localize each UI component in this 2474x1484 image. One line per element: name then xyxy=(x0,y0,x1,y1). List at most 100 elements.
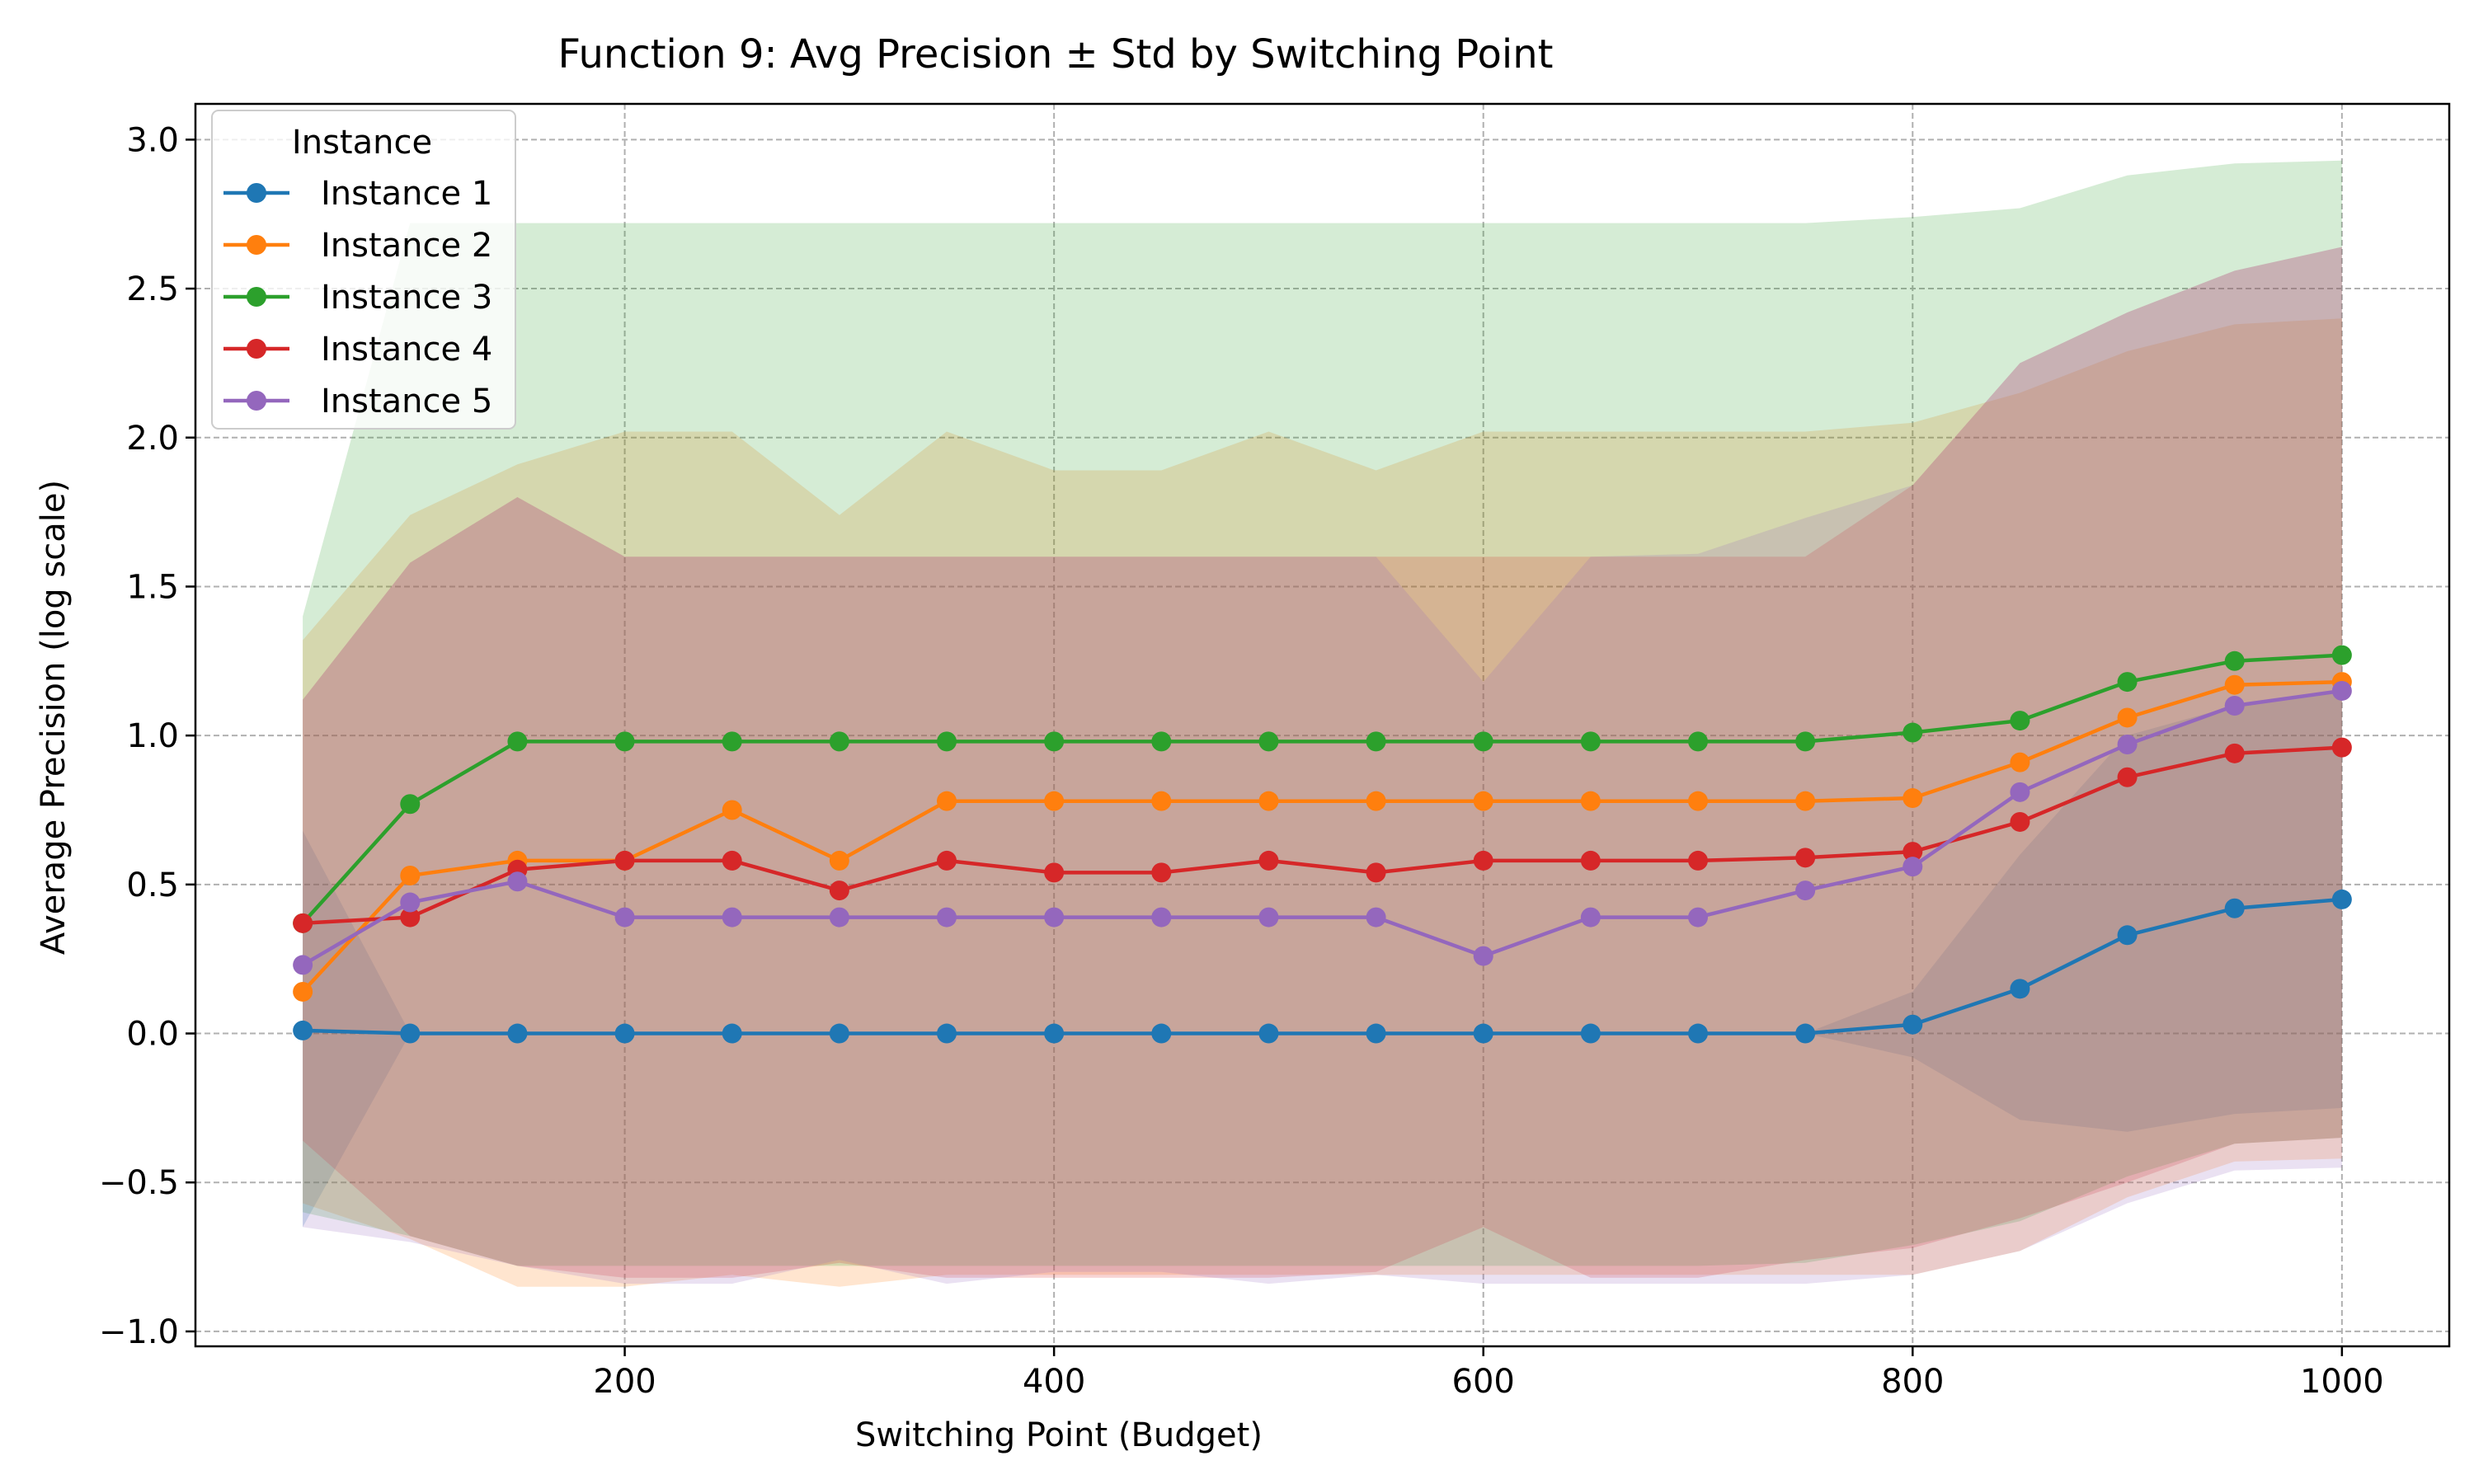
series-5-point xyxy=(2117,734,2138,754)
series-2-point xyxy=(1580,791,1601,811)
plot-frame xyxy=(194,102,2451,1348)
legend-marker xyxy=(247,391,266,411)
series-2-point xyxy=(1688,791,1708,811)
series-2-point xyxy=(1044,791,1065,811)
series-3-point xyxy=(722,731,742,752)
series-4-std-band xyxy=(303,247,2342,1278)
series-3-point xyxy=(829,731,849,752)
series-4-point xyxy=(1903,842,1923,862)
series-3-point xyxy=(2117,672,2138,693)
series-4-point xyxy=(1366,862,1386,883)
series-4-point xyxy=(1151,862,1172,883)
series-4-point xyxy=(1795,848,1816,868)
series-1-point xyxy=(722,1023,742,1044)
y-tick-label: 3.0 xyxy=(126,121,179,159)
legend-item: Instance 1 xyxy=(223,175,492,213)
series-2-point xyxy=(1473,791,1493,811)
series-3-point xyxy=(400,794,421,815)
series-2-point xyxy=(1795,791,1816,811)
series-1-point xyxy=(1366,1023,1386,1044)
series-2-point xyxy=(293,981,313,1002)
x-tick-label: 200 xyxy=(593,1363,656,1401)
x-tick-label: 600 xyxy=(1452,1363,1515,1401)
series-5-point xyxy=(1903,857,1923,877)
series-3-point xyxy=(1151,731,1172,752)
series-1-point xyxy=(1473,1023,1493,1044)
series-4-point xyxy=(1044,862,1065,883)
series-1-point xyxy=(1044,1023,1065,1044)
y-tick-label: −0.5 xyxy=(99,1164,179,1202)
series-3-point xyxy=(1366,731,1386,752)
series-1-point xyxy=(507,1023,528,1044)
x-tick-label: 800 xyxy=(1881,1363,1944,1401)
series-3-point xyxy=(1044,731,1065,752)
series-markers xyxy=(293,645,2352,1044)
series-3-point xyxy=(1473,731,1493,752)
series-2-point xyxy=(400,866,421,886)
series-3-line xyxy=(301,653,2343,925)
chart-title: Function 9: Avg Precision ± Std by Switc… xyxy=(558,31,1554,77)
series-5-point xyxy=(1473,946,1493,966)
series-2-point xyxy=(1258,791,1279,811)
series-4-point xyxy=(614,850,635,871)
series-5-point xyxy=(2224,696,2245,716)
series-5-point xyxy=(2331,680,2352,701)
series-2-point xyxy=(1151,791,1172,811)
series-4-point xyxy=(2117,767,2138,787)
x-axis-title: Switching Point (Budget) xyxy=(855,1416,1263,1454)
series-1-point xyxy=(1688,1023,1708,1044)
series-3-point xyxy=(2331,645,2352,665)
legend-label: Instance 2 xyxy=(321,227,492,265)
series-1-point xyxy=(937,1023,957,1044)
series-2-point xyxy=(2010,752,2030,773)
series-5-point xyxy=(722,907,742,928)
series-1-point xyxy=(2117,925,2138,946)
series-1-point xyxy=(829,1023,849,1044)
series-4-point xyxy=(1258,850,1279,871)
std-bands xyxy=(303,160,2342,1287)
y-tick-label: 2.0 xyxy=(126,420,179,458)
series-1-point xyxy=(1795,1023,1816,1044)
series-3-point xyxy=(1258,731,1279,752)
axis-ticks: 200 400 600 800 1000 −1.0 −0.5 0.0 0.5 1.0 1.5 2.0 2… xyxy=(99,121,2384,1401)
series-5-point xyxy=(400,892,421,913)
series-3-point xyxy=(937,731,957,752)
legend-label: Instance 5 xyxy=(321,383,492,420)
x-tick-label: 400 xyxy=(1023,1363,1085,1401)
series-2-point xyxy=(937,791,957,811)
legend-title: Instance xyxy=(292,124,432,162)
series-3-point xyxy=(507,731,528,752)
legend-item: Instance 5 xyxy=(223,383,492,420)
series-5-point xyxy=(937,907,957,928)
series-1-point xyxy=(614,1023,635,1044)
legend-label: Instance 1 xyxy=(321,175,492,213)
series-5-line xyxy=(301,688,2343,967)
legend-item: Instance 2 xyxy=(223,227,492,265)
legend-item: Instance 3 xyxy=(223,279,492,317)
legend-label: Instance 4 xyxy=(321,331,492,369)
series-5-point xyxy=(293,955,313,975)
series-4-point xyxy=(293,913,313,933)
series-3-point xyxy=(1688,731,1708,752)
y-tick-label: 0.0 xyxy=(126,1016,179,1054)
legend-marker xyxy=(247,183,266,203)
series-3-point xyxy=(2010,711,2030,731)
series-5-point xyxy=(2010,782,2030,802)
series-4-point xyxy=(1580,850,1601,871)
series-4-line xyxy=(302,745,2343,926)
series-1-point xyxy=(400,1023,421,1044)
series-2-point xyxy=(2117,707,2138,728)
series-1-point xyxy=(1903,1014,1923,1035)
series-2-point xyxy=(2224,674,2245,695)
series-2-point xyxy=(829,850,849,871)
x-tick-label: 1000 xyxy=(2300,1363,2384,1401)
series-4-point xyxy=(722,850,742,871)
legend-label: Instance 3 xyxy=(321,279,492,317)
legend: Instance Instance 1 Instance 2 Instance 3 In… xyxy=(211,110,516,430)
legend-item: Instance 4 xyxy=(223,331,492,369)
series-5-point xyxy=(1795,881,1816,901)
series-5-point xyxy=(507,871,528,892)
y-tick-label: 2.5 xyxy=(126,270,179,308)
series-4-point xyxy=(829,881,849,901)
